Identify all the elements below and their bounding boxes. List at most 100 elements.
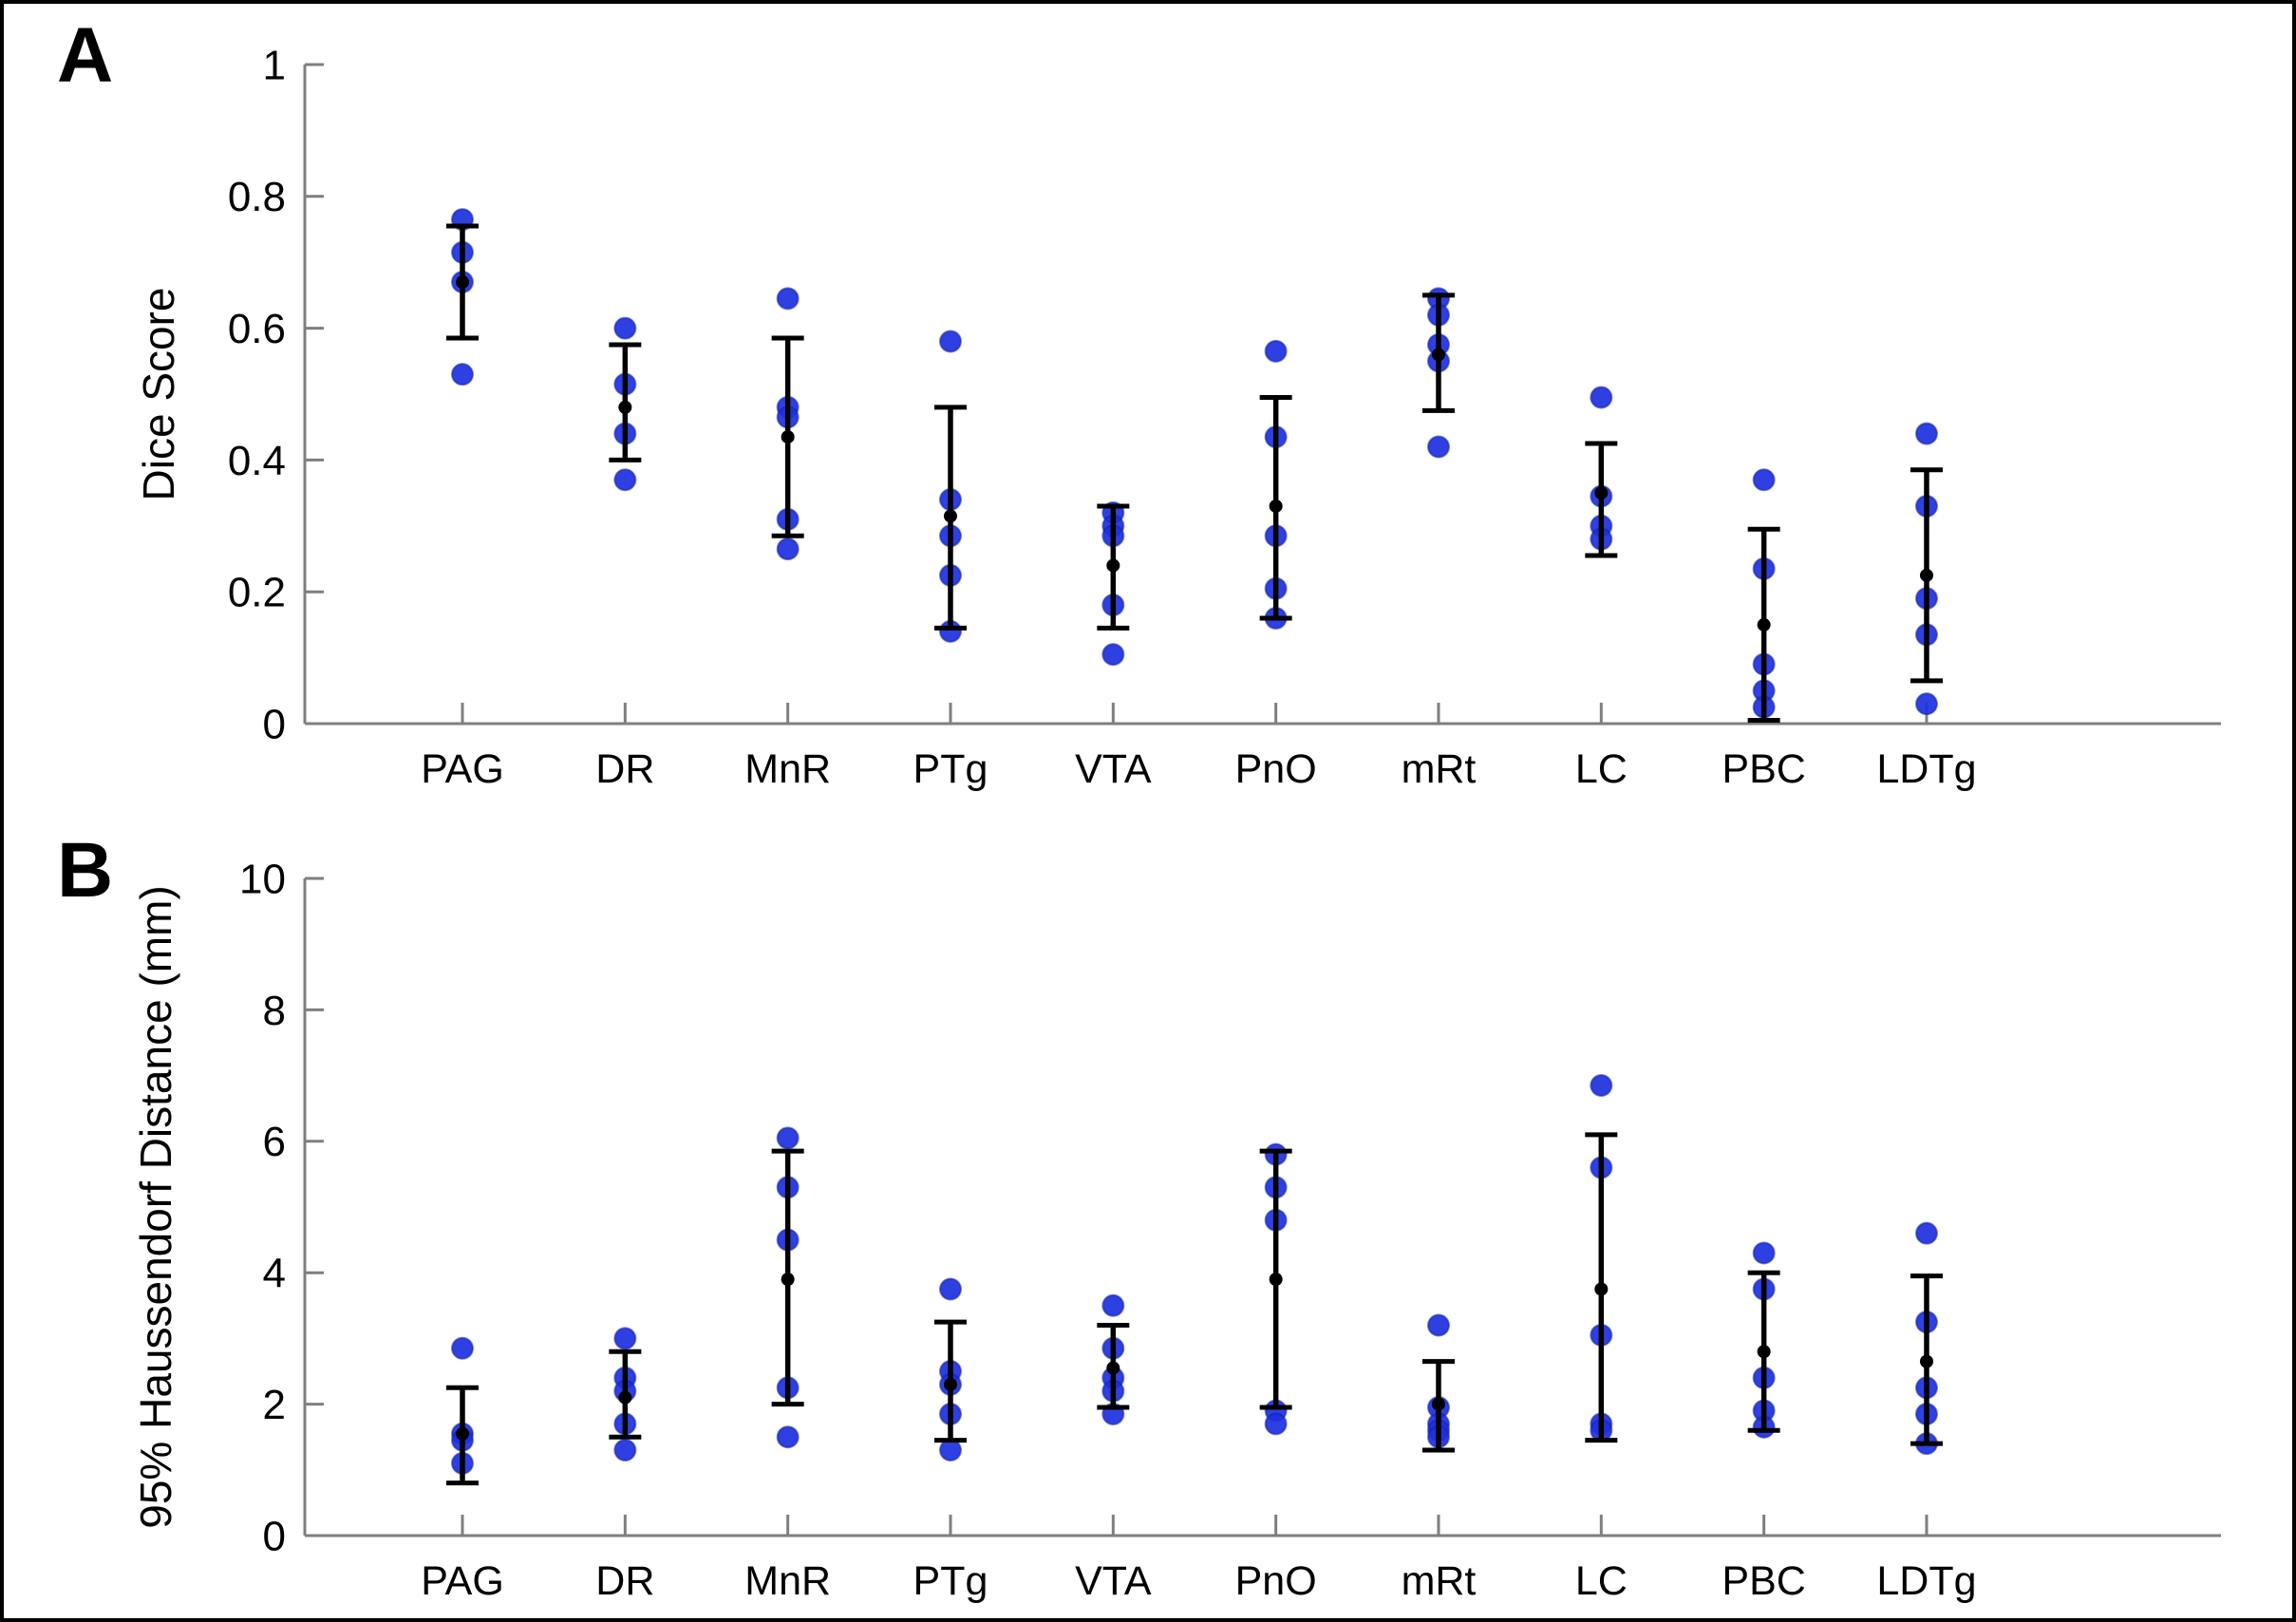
data-point bbox=[1752, 468, 1776, 492]
data-point bbox=[776, 1126, 800, 1150]
panel-A-series-DR bbox=[609, 316, 642, 492]
mean-marker bbox=[456, 275, 469, 290]
panel-B-series-MnR bbox=[771, 1126, 804, 1449]
y-tick-label: 0.8 bbox=[228, 174, 286, 220]
mean-marker bbox=[1431, 348, 1445, 362]
x-category-label: PnO bbox=[1235, 1558, 1317, 1604]
data-point bbox=[1590, 1073, 1613, 1097]
data-point bbox=[1101, 1293, 1125, 1317]
data-point bbox=[776, 538, 800, 561]
x-category-label: DR bbox=[595, 1558, 654, 1604]
y-tick-label: 4 bbox=[263, 1251, 286, 1297]
y-tick-label: 1 bbox=[263, 42, 286, 88]
mean-marker bbox=[1431, 1397, 1445, 1411]
mean-marker bbox=[1594, 1282, 1609, 1296]
x-category-label: PTg bbox=[913, 1558, 988, 1604]
mean-marker bbox=[1106, 558, 1120, 573]
data-point bbox=[1264, 1412, 1288, 1436]
panel-b-letter: B bbox=[57, 827, 114, 914]
x-category-label: PBC bbox=[1722, 746, 1805, 792]
x-category-label: PAG bbox=[421, 746, 504, 792]
panel-B-series-PTg bbox=[933, 1277, 967, 1462]
y-tick-label: 0.6 bbox=[228, 306, 286, 352]
y-tick-label: 6 bbox=[263, 1119, 286, 1165]
x-category-label: LC bbox=[1575, 1558, 1628, 1604]
x-category-label: PTg bbox=[913, 746, 988, 792]
mean-marker bbox=[1919, 568, 1933, 582]
y-tick-label: 0.2 bbox=[228, 570, 286, 616]
panel-B-series-PAG bbox=[446, 1336, 479, 1486]
x-category-label: LDTg bbox=[1876, 1558, 1976, 1604]
x-category-label: mRt bbox=[1402, 746, 1477, 792]
data-point bbox=[938, 1277, 962, 1301]
panel-A-series-PTg bbox=[933, 330, 967, 643]
panel-a-letter: A bbox=[57, 12, 114, 99]
data-point bbox=[938, 1439, 962, 1462]
scatter-error-bar-charts: 0 0.2 0.4 0.6 0.8 1 PAG DR MnR PTg VTA PnO mRt LC PBC L… bbox=[228, 42, 2221, 1604]
x-category-label: LDTg bbox=[1876, 746, 1976, 792]
data-point bbox=[451, 363, 474, 387]
x-category-label: VTA bbox=[1075, 746, 1152, 792]
panel-B-series-PnO bbox=[1259, 1142, 1292, 1436]
data-point bbox=[1914, 692, 1938, 716]
panel-A-series-PBC bbox=[1747, 468, 1780, 724]
panel-B-series-mRt bbox=[1421, 1313, 1455, 1453]
x-category-label: VTA bbox=[1075, 1558, 1152, 1604]
data-point bbox=[1101, 643, 1125, 667]
x-category-label: PAG bbox=[421, 1558, 504, 1604]
mean-marker bbox=[943, 509, 957, 523]
panel-B-series-DR bbox=[609, 1327, 642, 1462]
y-tick-label: 10 bbox=[239, 856, 286, 902]
data-point bbox=[1752, 1241, 1776, 1265]
mean-marker bbox=[943, 1377, 957, 1391]
x-category-label: DR bbox=[595, 746, 654, 792]
data-point bbox=[1426, 435, 1450, 459]
x-category-label: PBC bbox=[1722, 1558, 1805, 1604]
panel-A-series-LDTg bbox=[1910, 422, 1943, 716]
panel-A-series-PnO bbox=[1259, 339, 1292, 630]
data-point bbox=[451, 1336, 474, 1360]
y-tick-label: 0 bbox=[263, 1513, 286, 1559]
mean-marker bbox=[1757, 1345, 1771, 1359]
mean-marker bbox=[1919, 1354, 1933, 1368]
mean-marker bbox=[456, 1426, 469, 1441]
data-point bbox=[1914, 422, 1938, 445]
data-point bbox=[613, 1439, 637, 1462]
data-point bbox=[1590, 386, 1613, 409]
mean-marker bbox=[781, 430, 795, 444]
data-point bbox=[776, 287, 800, 311]
panel-A-series-MnR bbox=[771, 287, 804, 561]
mean-marker bbox=[1594, 486, 1609, 500]
x-category-label: LC bbox=[1575, 746, 1628, 792]
x-category-label: MnR bbox=[744, 1558, 831, 1604]
mean-marker bbox=[1269, 499, 1283, 513]
panel-B-series-LDTg bbox=[1910, 1221, 1943, 1456]
mean-marker bbox=[1269, 1273, 1283, 1287]
data-point bbox=[1914, 1221, 1938, 1245]
x-category-label: mRt bbox=[1402, 1558, 1477, 1604]
data-point bbox=[613, 316, 637, 340]
data-point bbox=[1426, 1313, 1450, 1337]
y-tick-label: 8 bbox=[263, 988, 286, 1034]
data-point bbox=[938, 330, 962, 353]
mean-marker bbox=[618, 1390, 632, 1405]
panel-A-series-LC bbox=[1585, 386, 1618, 558]
data-point bbox=[613, 468, 637, 492]
mean-marker bbox=[618, 400, 632, 414]
x-category-label: MnR bbox=[744, 746, 831, 792]
panel-A-series-VTA bbox=[1097, 500, 1130, 667]
x-category-label: PnO bbox=[1235, 746, 1317, 792]
mean-marker bbox=[1757, 617, 1771, 632]
panel-A-series-PAG bbox=[446, 208, 479, 387]
data-point bbox=[776, 1425, 800, 1449]
data-point bbox=[613, 1327, 637, 1350]
panel-B: 0 2 4 6 8 10 PAG DR MnR PTg VTA PnO mRt LC PBC LDTg bbox=[239, 856, 2221, 1604]
y-tick-label: 2 bbox=[263, 1382, 286, 1428]
data-point bbox=[1264, 339, 1288, 363]
panel-A-series-mRt bbox=[1421, 287, 1455, 459]
y-tick-label: 0.4 bbox=[228, 438, 286, 484]
mean-marker bbox=[1106, 1361, 1120, 1375]
mean-marker bbox=[781, 1273, 795, 1287]
panel-A: 0 0.2 0.4 0.6 0.8 1 PAG DR MnR PTg VTA PnO mRt LC PBC L… bbox=[228, 42, 2221, 792]
